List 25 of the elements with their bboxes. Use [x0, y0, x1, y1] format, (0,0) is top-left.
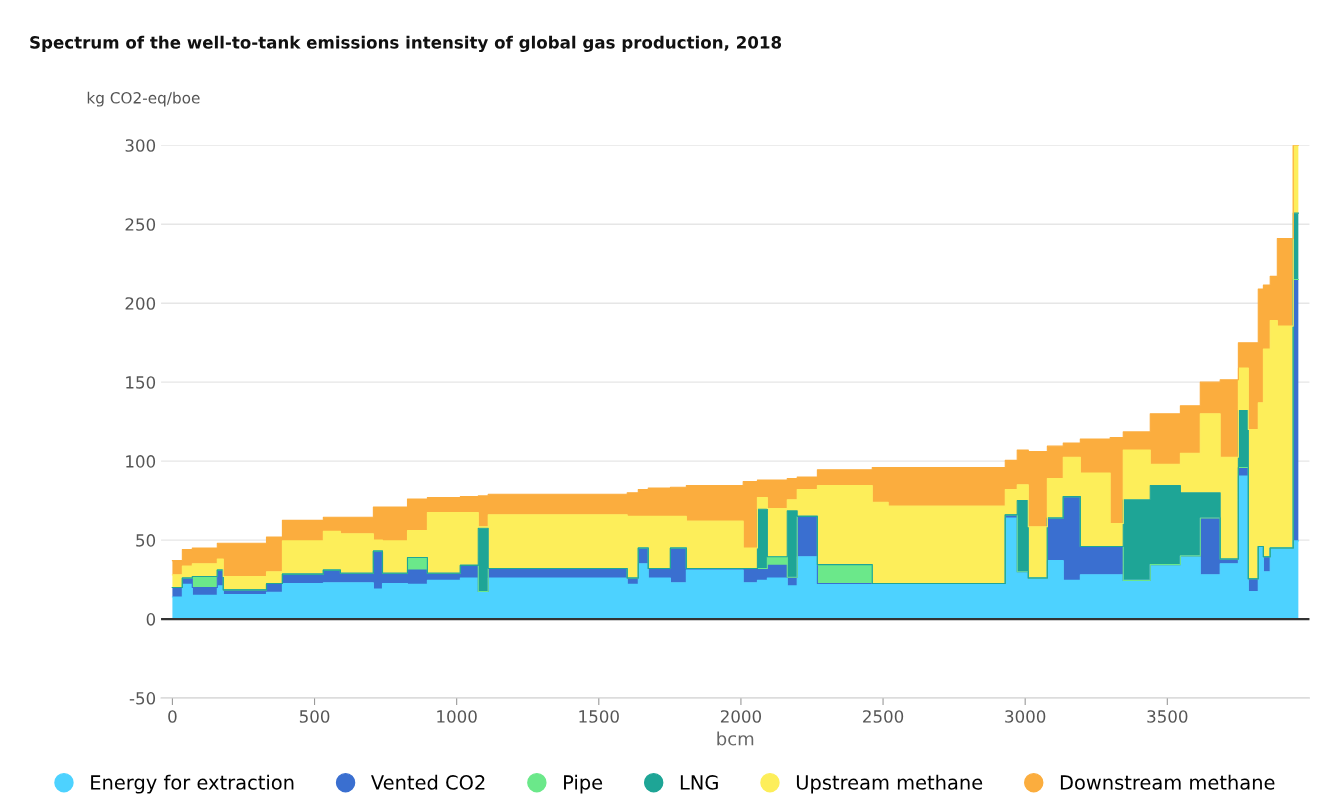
x-tick-label: 2500: [863, 710, 904, 723]
y-tick-label: 150: [126, 376, 156, 389]
legend-label: Pipe: [564, 774, 603, 794]
x-tick-label: 1000: [437, 710, 477, 723]
y-tick-label: 200: [125, 297, 156, 310]
x-tick-label: 1500: [579, 710, 619, 723]
y-tick-label: 250: [125, 218, 156, 231]
x-tick-label: 0: [168, 710, 177, 723]
legend-label: Downstream methane: [1060, 774, 1275, 790]
x-tick-label: 500: [299, 710, 330, 723]
x-tick-label: 2000: [720, 710, 762, 723]
legend-label: Vented CO2: [371, 774, 485, 790]
legend-label: LNG: [680, 775, 718, 790]
y-tick-label: 300: [125, 139, 156, 152]
y-tick-label: 100: [126, 455, 156, 468]
chart-title: Spectrum of the well-to-tank emissions intensity of global gas production, 2018: [30, 35, 782, 53]
legend-label: Upstream methane: [796, 774, 983, 794]
x-tick-label: 3000: [1005, 710, 1046, 723]
x-tick-label: 3500: [1147, 710, 1188, 723]
y-tick-label: 0: [146, 613, 156, 626]
x-axis-title: bcm: [717, 731, 754, 746]
y-tick-label: -50: [129, 692, 156, 705]
legend-label: Energy for extraction: [91, 774, 294, 794]
y-tick-label: 50: [136, 534, 156, 547]
y-axis-title: kg CO2-eq/boe: [87, 91, 200, 107]
